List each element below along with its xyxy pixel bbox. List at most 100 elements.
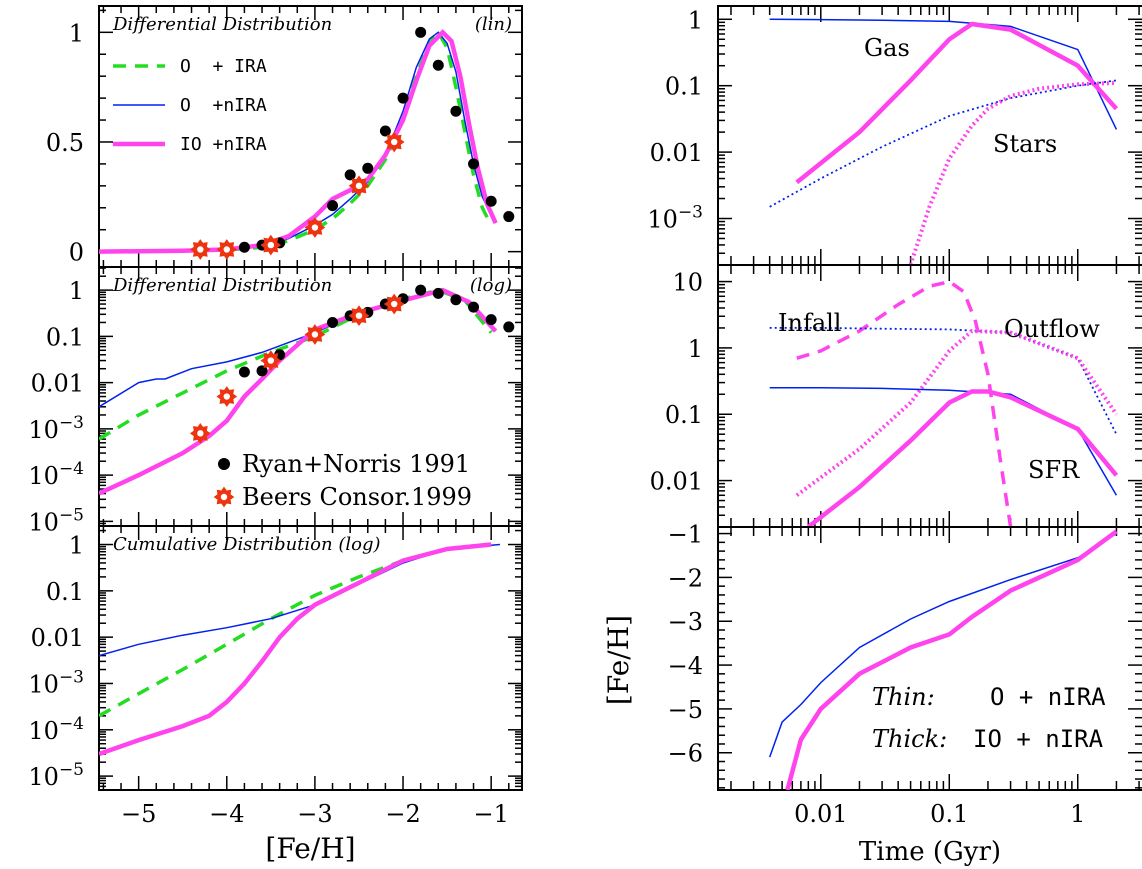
beers-point: [383, 131, 405, 153]
beers-point: [216, 239, 238, 260]
y-tick-label: 10−4: [28, 714, 84, 745]
y-tick-label: −5: [668, 696, 703, 724]
curves: [99, 26, 515, 260]
ryan-norris-point: [485, 314, 497, 326]
left-panel-3: 1 0.1 0.01 10−3 10−4 10−5 Cumulative Distribut…: [28, 525, 523, 791]
beers-point: [304, 217, 326, 238]
series-line-green: [99, 542, 492, 718]
x-tick-label: −5: [121, 800, 156, 828]
y-axis-label: [Fe/H]: [602, 615, 635, 705]
beers-point: [304, 324, 326, 345]
ryan-norris-point: [397, 92, 409, 104]
x-tick-label: −3: [297, 800, 332, 828]
y-tick-label: 10−3: [28, 413, 84, 444]
curves: [99, 284, 515, 496]
legend-label-magenta: IO +nIRA: [180, 134, 267, 155]
series-line-blue-dotted: [769, 79, 1117, 208]
series-line-green: [99, 288, 493, 441]
y-tick-label: −4: [668, 652, 703, 680]
ryan-norris-point: [238, 241, 250, 253]
ryan-norris-point: [468, 158, 480, 170]
beers-point: [216, 386, 238, 407]
curves: [99, 542, 501, 757]
series-line-blue: [99, 289, 497, 408]
x-axis-label: Time (Gyr): [859, 837, 1001, 867]
panel-title: Cumulative Distribution (log): [113, 534, 381, 555]
ryan-norris-point: [379, 125, 391, 137]
panel-frame: [98, 525, 523, 791]
x-tick-label: −1: [473, 800, 508, 828]
ryan-norris-point: [256, 365, 268, 377]
series-line-magenta-thick: [795, 21, 1119, 185]
x-axis-right: 0.01 0.1 1 Time (Gyr) [Fe/H]: [602, 615, 1085, 867]
curves: [769, 18, 1119, 265]
left-column: 0 0.5 1 Differential Distribution (lin) 1 0.1 0…: [28, 5, 523, 865]
legend-label-ryan: Ryan+Norris 1991: [242, 450, 470, 478]
legend-label-blue: O +nIRA: [180, 95, 267, 116]
x-axis-label: [Fe/H]: [265, 832, 355, 865]
y-tick-label: 0.1: [665, 73, 703, 101]
label-outflow: Outflow: [1004, 315, 1100, 343]
y-tick-label: 1: [688, 6, 703, 34]
series-line-blue-solid: [768, 532, 1117, 758]
beers-point: [189, 239, 211, 260]
y-tick-label: 0.1: [46, 323, 84, 351]
x-axis: −5 −4 −3 −2 −1 [Fe/H]: [121, 800, 509, 865]
series-line-magenta-solid: [785, 529, 1118, 790]
beers-point: [189, 423, 211, 444]
legend-dot: [218, 458, 230, 470]
panel-frame: [717, 5, 1142, 266]
panel-tag: (lin): [475, 14, 512, 35]
beers-point: [260, 234, 282, 256]
legend-lines: O + IRA O +nIRA IO +nIRA: [113, 56, 267, 155]
y-tick-label: 10−3: [28, 667, 84, 698]
curves: [768, 529, 1118, 790]
x-tick-label: −2: [385, 800, 420, 828]
y-tick-label: 0.1: [46, 578, 84, 606]
legend-star: [213, 486, 235, 508]
legend-markers: Ryan+Norris 1991 Beers Consor.1999: [213, 450, 472, 511]
legend-thin-label: O + nIRA: [990, 683, 1106, 711]
series-line-blue-dotted: [769, 327, 1118, 435]
x-tick-label: −4: [209, 800, 244, 828]
y-tick-label: 1: [688, 335, 703, 363]
panel-frame: [717, 526, 1142, 791]
legend-thick-name: Thick:: [872, 725, 947, 753]
x-tick-label: 0.01: [794, 800, 847, 828]
ryan-norris-point: [432, 287, 444, 299]
series-line-blue: [99, 543, 501, 657]
y-tick-label: 10−4: [28, 459, 84, 490]
curves: [769, 279, 1119, 527]
y-tick-label: −1: [668, 521, 703, 549]
ryan-norris-point: [415, 26, 427, 38]
right-panel-3: −1 −2 −3 −4 −5 −6: [668, 521, 1142, 791]
right-panel-1: 1 0.1 0.01 10−3: [647, 5, 1142, 266]
y-tick-label: −6: [668, 740, 703, 768]
x-tick-label: 0.1: [930, 800, 968, 828]
beers-point: [383, 293, 405, 315]
ryan-norris-point: [327, 316, 339, 328]
legend-label-beers: Beers Consor.1999: [242, 483, 472, 511]
legend-label-green: O + IRA: [180, 56, 267, 77]
beers-point: [260, 350, 282, 371]
y-tick-label: 10: [672, 269, 703, 297]
y-tick-label: 0.01: [31, 370, 84, 398]
series-line-magenta-dotted: [795, 328, 1119, 497]
y-tick-label: 0: [69, 239, 84, 267]
y-tick-label: 1: [69, 277, 84, 305]
ryan-norris-point: [485, 195, 497, 207]
series-line-magenta: [99, 29, 498, 254]
y-tick-label: 1: [69, 19, 84, 47]
ryan-norris-point: [362, 162, 374, 174]
beers-point: [348, 175, 370, 197]
series-line-magenta-dotted: [908, 80, 1117, 265]
ryan-norris-point: [450, 294, 462, 306]
panel-tag: (log): [470, 275, 512, 296]
ryan-norris-point: [344, 169, 356, 181]
series-line-magenta-thick: [806, 389, 1119, 527]
y-tick-label: 0.01: [650, 139, 703, 167]
panel-title: Differential Distribution: [112, 275, 332, 296]
ryan-norris-point: [468, 301, 480, 313]
panel-title: Differential Distribution: [112, 14, 332, 35]
